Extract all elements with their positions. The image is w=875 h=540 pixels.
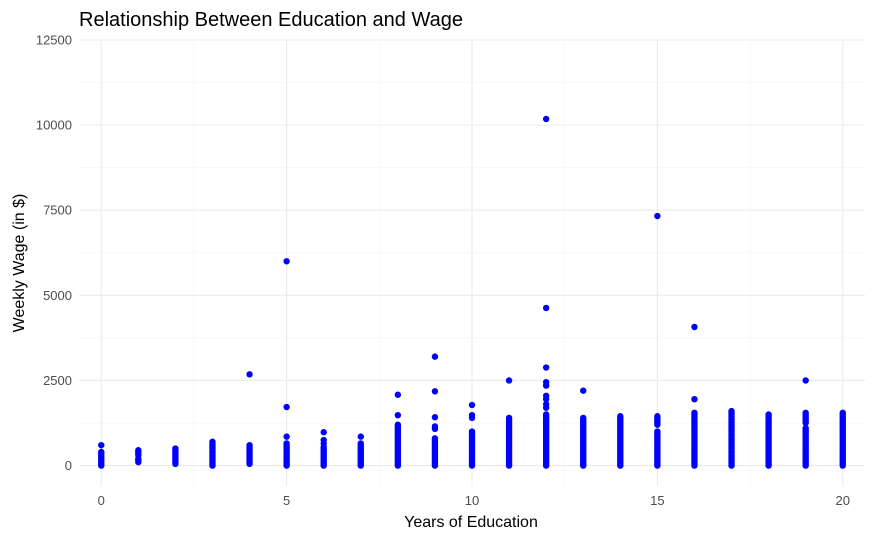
y-tick-label: 5000 — [43, 288, 72, 303]
y-tick-label: 7500 — [43, 203, 72, 218]
data-point — [542, 115, 550, 123]
data-point — [654, 212, 661, 220]
y-tick-label: 2500 — [43, 373, 72, 388]
x-tick-label: 15 — [650, 493, 664, 508]
data-point — [283, 403, 290, 411]
data-point — [542, 411, 550, 418]
y-tick-label: 0 — [65, 458, 72, 473]
data-point — [654, 428, 661, 435]
data-point — [542, 392, 550, 399]
data-point — [283, 440, 290, 447]
data-point — [320, 429, 327, 436]
data-point — [431, 423, 439, 430]
x-tick-label: 0 — [98, 493, 105, 508]
data-point — [394, 421, 402, 428]
data-point — [505, 377, 513, 384]
data-point — [691, 409, 698, 417]
x-tick-label: 5 — [283, 493, 290, 508]
data-point — [580, 414, 587, 422]
data-point — [468, 428, 476, 435]
data-point — [542, 378, 550, 386]
data-point — [98, 448, 105, 456]
data-point — [357, 433, 364, 440]
data-point — [431, 388, 439, 395]
data-point — [765, 411, 772, 418]
data-point — [505, 414, 513, 422]
data-point — [691, 323, 698, 331]
data-point — [691, 395, 698, 403]
data-point — [654, 413, 661, 420]
data-points — [98, 115, 846, 469]
data-point — [246, 371, 253, 378]
data-point — [209, 438, 216, 445]
data-point — [320, 436, 327, 444]
y-tick-label: 10000 — [36, 118, 72, 133]
data-point — [542, 304, 550, 312]
data-point — [431, 414, 439, 421]
data-point — [394, 411, 402, 419]
data-point — [172, 445, 179, 452]
data-point — [802, 377, 809, 384]
data-point — [283, 258, 290, 265]
data-point — [802, 424, 809, 432]
y-axis-title: Weekly Wage (in $) — [11, 194, 28, 333]
data-point — [802, 409, 809, 417]
data-point — [839, 409, 846, 417]
data-point — [283, 433, 290, 440]
y-tick-label: 12500 — [36, 33, 72, 48]
data-point — [431, 435, 439, 442]
data-point — [468, 411, 476, 419]
data-point — [617, 413, 624, 420]
x-tick-label: 10 — [465, 493, 479, 508]
y-axis-ticks: 0 2500 5000 7500 10000 12500 — [36, 33, 72, 474]
chart-title: Relationship Between Education and Wage — [79, 9, 463, 31]
data-point — [431, 353, 439, 360]
data-point — [98, 441, 105, 449]
data-point — [542, 364, 550, 371]
data-point — [580, 387, 587, 394]
x-axis-title: Years of Education — [404, 514, 538, 531]
data-point — [468, 401, 476, 409]
x-tick-label: 20 — [836, 493, 850, 508]
data-point — [357, 440, 364, 447]
data-point — [394, 391, 402, 398]
data-point — [542, 401, 550, 408]
data-point — [135, 447, 142, 454]
data-point — [246, 441, 253, 449]
data-point — [728, 407, 735, 415]
x-axis-ticks: 0 5 10 15 20 — [98, 493, 850, 508]
